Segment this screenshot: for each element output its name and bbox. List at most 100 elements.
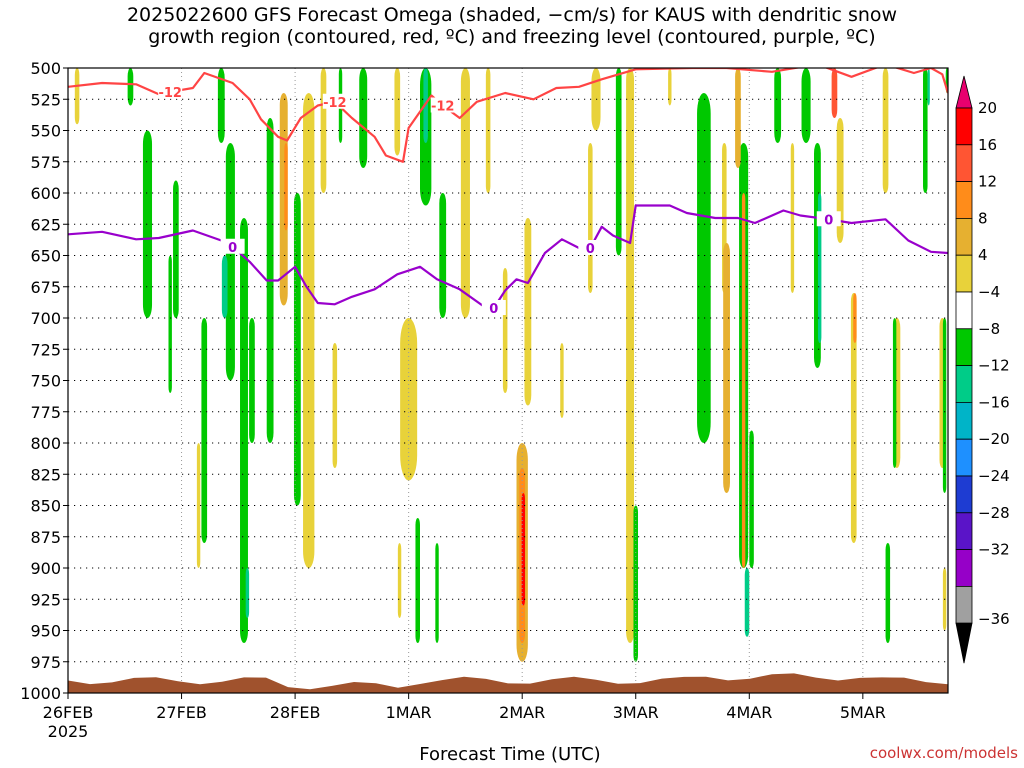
- colorbar-swatch: [955, 107, 973, 146]
- colorbar-label: 20: [978, 99, 997, 117]
- omega-region: [942, 318, 947, 493]
- colorbar-top-arrow: [955, 75, 973, 109]
- y-tick-label: 850: [30, 497, 61, 516]
- omega-region: [435, 543, 439, 643]
- colorbar-swatch: [955, 475, 973, 514]
- colorbar-swatch: [955, 181, 973, 219]
- ground-terrain: [68, 673, 948, 693]
- omega-region: [588, 143, 593, 293]
- omega-region: [245, 568, 250, 618]
- colorbar-label: −36: [978, 610, 1010, 628]
- y-tick-label: 550: [30, 122, 61, 141]
- y-tick-label: 750: [30, 372, 61, 391]
- freezing-level-contour-label-bg: [481, 300, 506, 315]
- colorbar-swatch: [955, 254, 973, 293]
- omega-region: [831, 68, 838, 118]
- omega-region: [790, 143, 795, 293]
- omega-region: [723, 243, 730, 493]
- freezing-level-contour-label: 0: [489, 302, 498, 317]
- omega-region: [774, 68, 782, 143]
- y-tick-label: 650: [30, 247, 61, 266]
- freezing-level-contour-label: 0: [228, 241, 237, 256]
- omega-region: [225, 143, 235, 381]
- y-tick-label: 800: [30, 434, 61, 453]
- omega-region: [74, 68, 80, 125]
- x-tick-label: 27FEB: [156, 703, 207, 722]
- omega-region: [626, 68, 635, 643]
- x-tick-label: 5MAR: [840, 703, 886, 722]
- y-tick-label: 625: [30, 215, 61, 234]
- omega-region: [850, 293, 857, 543]
- colorbar-label: 12: [978, 173, 997, 191]
- omega-region: [697, 93, 711, 443]
- omega-region: [668, 68, 672, 106]
- colorbar-label: −32: [978, 541, 1010, 559]
- y-tick-label: 975: [30, 653, 61, 672]
- freezing-level-contour-label-bg: [816, 211, 841, 227]
- dgz-minus12-contour-label-bg: [322, 93, 347, 109]
- omega-region: [817, 193, 822, 343]
- omega-region: [744, 568, 750, 637]
- colorbar-swatch: [955, 144, 973, 183]
- omega-region: [460, 68, 470, 318]
- omega-region: [249, 318, 255, 443]
- omega-region: [524, 218, 532, 406]
- x-tick-label: 4MAR: [726, 703, 772, 722]
- y-tick-label: 675: [30, 278, 61, 297]
- colorbar-label: −12: [978, 357, 1010, 375]
- omega-region: [168, 255, 172, 393]
- freezing-level-contour: [68, 204, 948, 310]
- colorbar-swatch: [955, 328, 973, 366]
- omega-region: [633, 505, 639, 662]
- omega-region: [173, 180, 179, 318]
- x-tick-label: 28FEB: [270, 703, 321, 722]
- y-tick-label: 500: [30, 59, 61, 78]
- omega-region: [400, 318, 418, 481]
- y-tick-label: 925: [30, 590, 61, 609]
- omega-region: [415, 518, 420, 643]
- colorbar-label: −8: [978, 320, 1000, 338]
- colorbar-label: −16: [978, 393, 1010, 411]
- omega-region: [284, 143, 288, 231]
- omega-region: [320, 68, 327, 193]
- colorbar-label: −4: [978, 283, 1000, 301]
- colorbar-label: −28: [978, 504, 1010, 522]
- omega-region: [882, 68, 889, 193]
- omega-region: [521, 493, 526, 606]
- colorbar-label: −24: [978, 467, 1010, 485]
- omega-region: [927, 68, 930, 106]
- omega-region: [801, 68, 811, 143]
- freezing-level-contour-label: 0: [824, 213, 833, 228]
- omega-region: [615, 68, 622, 256]
- x-tick-label: 3MAR: [613, 703, 659, 722]
- omega-region: [217, 68, 225, 143]
- omega-region: [560, 343, 564, 418]
- omega-region: [741, 193, 746, 568]
- colorbar-swatch: [955, 365, 973, 403]
- omega-region: [397, 543, 402, 618]
- credit-link[interactable]: coolwx.com/models: [869, 744, 1018, 762]
- dgz-minus12-contour-label: -12: [431, 100, 455, 115]
- dgz-minus12-contour-label: -12: [323, 96, 347, 111]
- dgz-minus12-contour-label-bg: [430, 97, 455, 113]
- y-tick-label: 725: [30, 340, 61, 359]
- chart-title-line2: growth region (contoured, red, ºC) and f…: [148, 26, 876, 48]
- colorbar-swatch: [955, 512, 973, 550]
- colorbar-swatch: [955, 291, 973, 330]
- y-tick-label: 1000: [20, 684, 61, 703]
- freezing-level-contour-label-bg: [578, 240, 603, 255]
- colorbar-swatch: [955, 217, 973, 256]
- omega-region: [196, 443, 201, 568]
- colorbar-swatch: [955, 438, 973, 477]
- colorbar-label: −20: [978, 430, 1010, 448]
- omega-region: [359, 68, 368, 168]
- omega-region: [502, 268, 508, 393]
- omega-region: [332, 343, 338, 468]
- omega-region: [293, 193, 301, 506]
- colorbar-label: 8: [978, 209, 988, 227]
- omega-region: [142, 130, 153, 318]
- omega-region: [394, 68, 401, 156]
- x-tick-label: 1MAR: [386, 703, 432, 722]
- y-tick-label: 575: [30, 153, 61, 172]
